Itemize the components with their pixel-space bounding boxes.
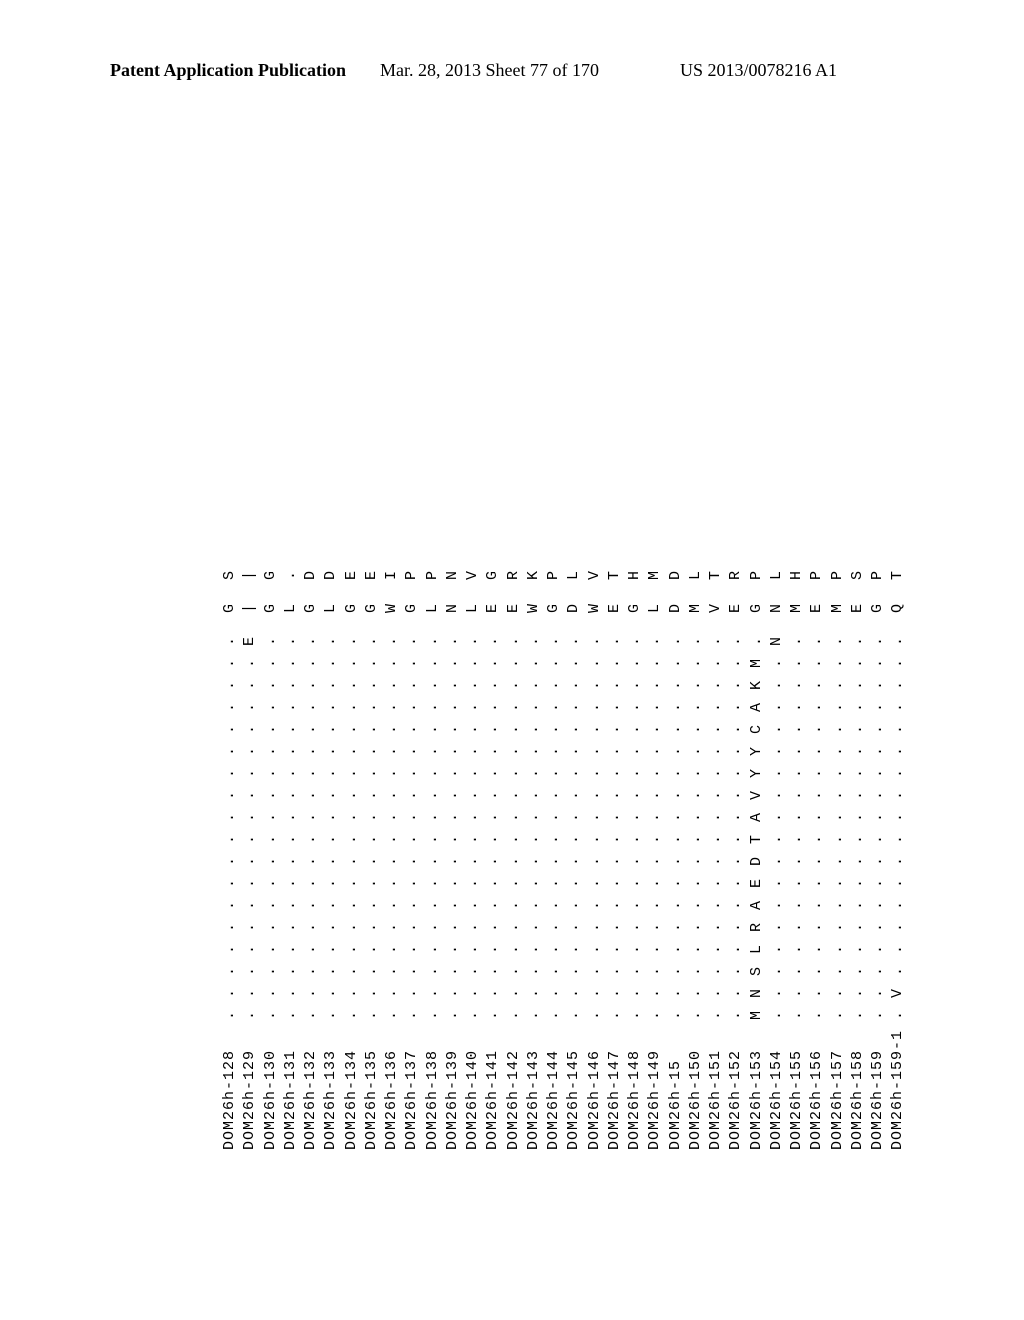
alignment-row: DOM26h-146 . . . . . . . . . . . . . . .… <box>585 569 605 1150</box>
alignment-row: DOM26h-147 . . . . . . . . . . . . . . .… <box>605 569 625 1150</box>
alignment-row: DOM26h-145 . . . . . . . . . . . . . . .… <box>564 569 584 1150</box>
alignment-row: DOM26h-131 . . . . . . . . . . . . . . .… <box>281 569 301 1150</box>
alignment-row: DOM26h-151 . . . . . . . . . . . . . . .… <box>706 569 726 1150</box>
alignment-row: DOM26h-159 . . . . . . . . . . . . . . .… <box>868 569 888 1150</box>
row-label: DOM26h-158 <box>848 1020 868 1150</box>
alignment-row: DOM26h-15 . . . . . . . . . . . . . . . … <box>666 569 686 1150</box>
header-center: Mar. 28, 2013 Sheet 77 of 170 <box>380 60 599 81</box>
row-label: DOM26h-139 <box>443 1020 463 1150</box>
row-label: DOM26h-135 <box>362 1020 382 1150</box>
alignment-row: DOM26h-153 M N S L R A E D T A V Y Y C A… <box>747 569 767 1150</box>
alignment-row: DOM26h-154 . . . . . . . . . . . . . . .… <box>767 569 787 1150</box>
row-label: DOM26h-133 <box>321 1020 341 1150</box>
row-label: DOM26h-152 <box>726 1020 746 1150</box>
row-label: DOM26h-155 <box>787 1020 807 1150</box>
alignment-row: DOM26h-130 . . . . . . . . . . . . . . .… <box>261 569 281 1150</box>
row-label: DOM26h-148 <box>625 1020 645 1150</box>
row-label: DOM26h-147 <box>605 1020 625 1150</box>
alignment-row: DOM26h-157 . . . . . . . . . . . . . . .… <box>828 569 848 1150</box>
row-label: DOM26h-136 <box>382 1020 402 1150</box>
row-label: DOM26h-150 <box>686 1020 706 1150</box>
alignment-row: DOM26h-138 . . . . . . . . . . . . . . .… <box>423 569 443 1150</box>
row-label: DOM26h-154 <box>767 1020 787 1150</box>
alignment-row: DOM26h-155 . . . . . . . . . . . . . . .… <box>787 569 807 1150</box>
alignment-row: DOM26h-139 . . . . . . . . . . . . . . .… <box>443 569 463 1150</box>
alignment-row: DOM26h-135 . . . . . . . . . . . . . . .… <box>362 569 382 1150</box>
row-label: DOM26h-142 <box>504 1020 524 1150</box>
row-label: DOM26h-140 <box>463 1020 483 1150</box>
alignment-row: DOM26h-142 . . . . . . . . . . . . . . .… <box>504 569 524 1150</box>
alignment-row: DOM26h-132 . . . . . . . . . . . . . . .… <box>301 569 321 1150</box>
row-label: DOM26h-129 <box>240 1020 260 1150</box>
row-label: DOM26h-141 <box>483 1020 503 1150</box>
alignment-row: DOM26h-133 . . . . . . . . . . . . . . .… <box>321 569 341 1150</box>
row-label: DOM26h-159-1 <box>888 1020 908 1150</box>
row-label: DOM26h-151 <box>706 1020 726 1150</box>
row-label: DOM26h-157 <box>828 1020 848 1150</box>
alignment-row: DOM26h-158 . . . . . . . . . . . . . . .… <box>848 569 868 1150</box>
alignment-row: DOM26h-150 . . . . . . . . . . . . . . .… <box>686 569 706 1150</box>
row-label: DOM26h-130 <box>261 1020 281 1150</box>
row-label: DOM26h-132 <box>301 1020 321 1150</box>
header-left: Patent Application Publication <box>110 60 346 81</box>
alignment-row: DOM26h-128 . . . . . . . . . . . . . . .… <box>220 569 240 1150</box>
alignment-row: DOM26h-140 . . . . . . . . . . . . . . .… <box>463 569 483 1150</box>
row-label: DOM26h-159 <box>868 1020 888 1150</box>
alignment-row: DOM26h-141 . . . . . . . . . . . . . . .… <box>483 569 503 1150</box>
row-label: DOM26h-138 <box>423 1020 443 1150</box>
alignment-row: DOM26h-143 . . . . . . . . . . . . . . .… <box>524 569 544 1150</box>
alignment-row: DOM26h-156 . . . . . . . . . . . . . . .… <box>807 569 827 1150</box>
row-label: DOM26h-149 <box>645 1020 665 1150</box>
header-right: US 2013/0078216 A1 <box>680 60 837 81</box>
row-label: DOM26h-15 <box>666 1020 686 1150</box>
alignment-row: DOM26h-148 . . . . . . . . . . . . . . .… <box>625 569 645 1150</box>
row-label: DOM26h-144 <box>544 1020 564 1150</box>
row-label: DOM26h-143 <box>524 1020 544 1150</box>
alignment-row: DOM26h-129 . . . . . . . . . . . . . . .… <box>240 569 260 1150</box>
row-label: DOM26h-145 <box>564 1020 584 1150</box>
alignment-row: DOM26h-159-1 . V . . . . . . . . . . . .… <box>888 569 908 1150</box>
row-label: DOM26h-156 <box>807 1020 827 1150</box>
row-label: DOM26h-153 <box>747 1020 767 1150</box>
alignment-row: DOM26h-136 . . . . . . . . . . . . . . .… <box>382 569 402 1150</box>
alignment-row: DOM26h-152 . . . . . . . . . . . . . . .… <box>726 569 746 1150</box>
alignment-row: DOM26h-134 . . . . . . . . . . . . . . .… <box>342 569 362 1150</box>
alignment-row: DOM26h-144 . . . . . . . . . . . . . . .… <box>544 569 564 1150</box>
row-label: DOM26h-146 <box>585 1020 605 1150</box>
row-label: DOM26h-128 <box>220 1020 240 1150</box>
alignment-row: DOM26h-149 . . . . . . . . . . . . . . .… <box>645 569 665 1150</box>
sequence-alignment: DOM26h-128 . . . . . . . . . . . . . . .… <box>220 569 909 1150</box>
row-label: DOM26h-134 <box>342 1020 362 1150</box>
row-label: DOM26h-131 <box>281 1020 301 1150</box>
alignment-row: DOM26h-137 . . . . . . . . . . . . . . .… <box>402 569 422 1150</box>
row-label: DOM26h-137 <box>402 1020 422 1150</box>
